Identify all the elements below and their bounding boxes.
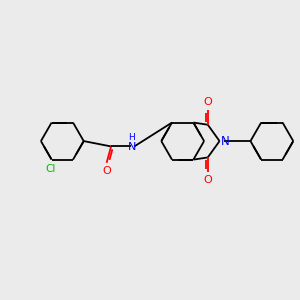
Text: N: N xyxy=(128,142,136,152)
Text: O: O xyxy=(203,98,212,107)
Text: O: O xyxy=(102,166,111,176)
Text: O: O xyxy=(203,175,212,185)
Text: H: H xyxy=(128,133,135,142)
Text: Cl: Cl xyxy=(45,164,55,174)
Text: N: N xyxy=(220,135,229,148)
